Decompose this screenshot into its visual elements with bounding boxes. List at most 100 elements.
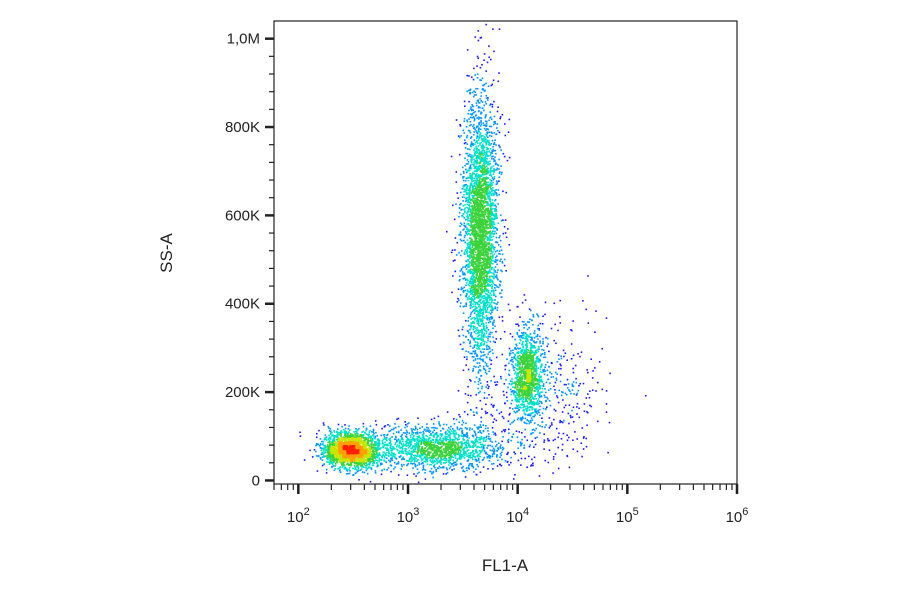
data-point	[438, 461, 441, 464]
data-point	[570, 416, 572, 419]
data-point	[411, 433, 413, 435]
data-point	[468, 429, 471, 431]
data-point	[490, 271, 493, 274]
data-point	[517, 373, 519, 375]
data-point	[517, 441, 519, 444]
data-point	[552, 472, 554, 474]
data-point	[382, 445, 384, 448]
data-point	[439, 434, 442, 436]
data-point	[475, 307, 478, 309]
data-point	[459, 123, 461, 126]
data-point	[468, 233, 470, 235]
data-point	[457, 390, 460, 392]
data-point	[464, 452, 467, 455]
data-point	[495, 192, 498, 195]
data-point	[322, 451, 325, 453]
data-point	[533, 332, 536, 335]
data-point	[453, 453, 455, 456]
data-point	[489, 125, 491, 128]
data-point	[460, 442, 463, 445]
data-point	[468, 446, 470, 448]
data-point	[509, 423, 512, 425]
data-point	[537, 391, 539, 393]
data-point	[486, 453, 488, 456]
data-point	[582, 448, 585, 450]
data-point	[412, 454, 415, 457]
data-point	[492, 187, 494, 189]
data-point	[489, 154, 491, 157]
data-point	[483, 447, 485, 450]
data-point	[453, 218, 456, 221]
data-point	[484, 329, 486, 331]
data-point	[443, 466, 445, 469]
data-point	[538, 381, 541, 384]
data-point	[463, 190, 465, 193]
data-point	[502, 190, 504, 193]
data-point	[538, 329, 541, 332]
data-point	[349, 429, 351, 431]
data-point	[491, 239, 494, 241]
data-point	[471, 310, 474, 313]
data-point	[500, 375, 502, 378]
data-point	[384, 447, 387, 449]
data-point	[537, 424, 539, 426]
data-point	[491, 212, 494, 215]
data-point	[496, 306, 499, 309]
data-point	[402, 458, 405, 460]
data-point	[472, 305, 475, 308]
data-point	[488, 278, 490, 280]
data-point	[521, 416, 524, 418]
data-point	[462, 448, 465, 450]
data-point	[341, 466, 343, 469]
data-point	[547, 343, 549, 345]
data-point	[491, 299, 493, 302]
data-point	[559, 421, 561, 424]
data-point	[558, 367, 560, 370]
data-point	[526, 346, 528, 348]
data-point	[445, 459, 447, 462]
data-point	[472, 350, 474, 353]
data-point	[554, 392, 557, 394]
data-point	[486, 194, 489, 196]
data-point	[528, 398, 531, 401]
data-point	[348, 468, 350, 471]
data-point	[476, 159, 478, 162]
data-point	[337, 436, 339, 439]
data-point	[476, 132, 479, 135]
data-point	[482, 84, 485, 87]
data-point	[494, 271, 496, 273]
data-point	[375, 452, 378, 455]
data-point	[489, 331, 492, 334]
data-point	[488, 311, 490, 314]
data-point	[383, 426, 386, 428]
data-point	[503, 331, 506, 333]
data-point	[494, 266, 497, 268]
data-point	[474, 170, 477, 172]
data-point	[439, 442, 442, 445]
data-point	[473, 272, 476, 275]
data-point	[466, 469, 468, 472]
data-point	[375, 423, 378, 426]
data-point	[430, 457, 433, 459]
data-point	[563, 419, 565, 422]
data-point	[476, 55, 479, 58]
data-point	[468, 224, 470, 227]
data-point	[491, 463, 493, 465]
data-point	[492, 28, 494, 30]
data-point	[478, 305, 480, 308]
data-point	[416, 428, 419, 431]
data-point	[468, 220, 471, 222]
data-point	[554, 410, 557, 412]
data-point	[482, 334, 485, 337]
data-point	[483, 325, 486, 328]
data-point	[505, 391, 508, 394]
data-point	[457, 288, 460, 290]
data-point	[527, 414, 529, 416]
data-point	[493, 273, 495, 275]
data-point	[489, 292, 492, 294]
data-point	[418, 439, 420, 441]
data-point	[501, 446, 504, 449]
data-point	[504, 219, 507, 221]
data-point	[466, 171, 468, 174]
data-point	[512, 349, 514, 352]
